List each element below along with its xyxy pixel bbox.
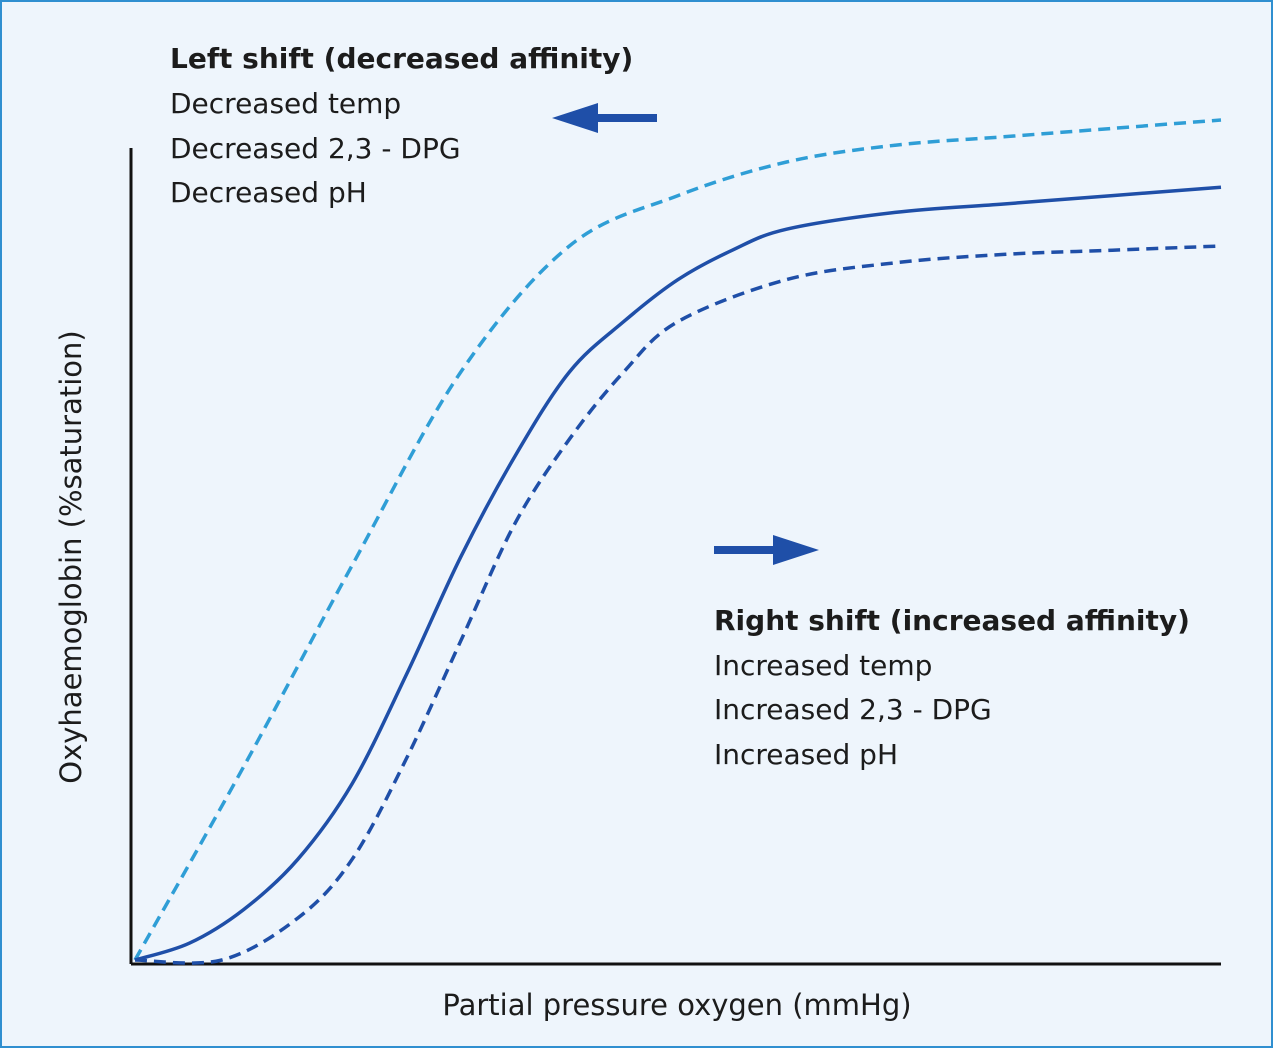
x-axis-label: Partial pressure oxygen (mmHg) (442, 988, 911, 1022)
right-shift-annotation: Right shift (increased affinity) Increas… (714, 604, 1190, 771)
right-shift-item: Increased temp (714, 649, 932, 682)
left-shift-annotation: Left shift (decreased affinity) Decrease… (170, 42, 633, 209)
y-axis-label: Oxyhaemoglobin (%saturation) (54, 330, 88, 783)
curve-normal-series (134, 185, 1222, 962)
left-shift-heading: Left shift (decreased affinity) (170, 42, 633, 75)
left-shift-item: Decreased temp (170, 87, 401, 120)
right-shift-item: Increased 2,3 - DPG (714, 693, 992, 726)
right-shift-heading: Right shift (increased affinity) (714, 604, 1190, 637)
right-shift-item: Increased pH (714, 738, 898, 771)
left-shift-arrow (552, 103, 657, 133)
curve-right-series (134, 244, 1222, 965)
right-shift-arrow (714, 535, 819, 565)
curve-left-series (133, 118, 1222, 961)
series-layer (133, 118, 1222, 965)
left-shift-item: Decreased pH (170, 176, 367, 209)
left-shift-item: Decreased 2,3 - DPG (170, 132, 461, 165)
